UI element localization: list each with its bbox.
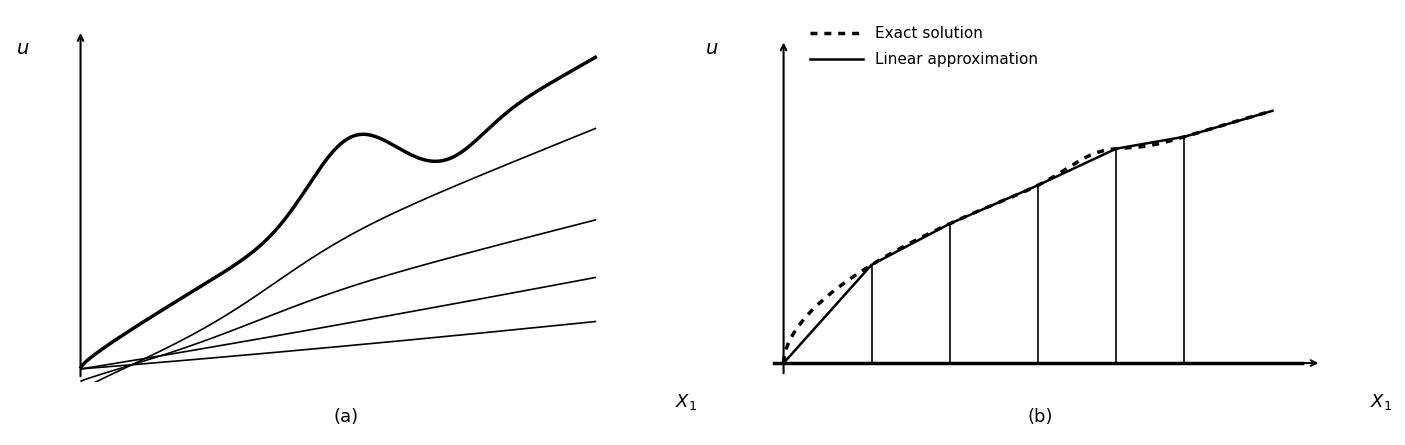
- Legend: Exact solution, Linear approximation: Exact solution, Linear approximation: [804, 20, 1044, 73]
- Text: $X_1$: $X_1$: [1370, 392, 1391, 412]
- Text: $u$: $u$: [15, 39, 30, 58]
- Text: $X_1$: $X_1$: [674, 392, 697, 412]
- Text: $u$: $u$: [705, 39, 718, 58]
- Text: (b): (b): [1027, 408, 1052, 426]
- Text: (a): (a): [333, 408, 358, 426]
